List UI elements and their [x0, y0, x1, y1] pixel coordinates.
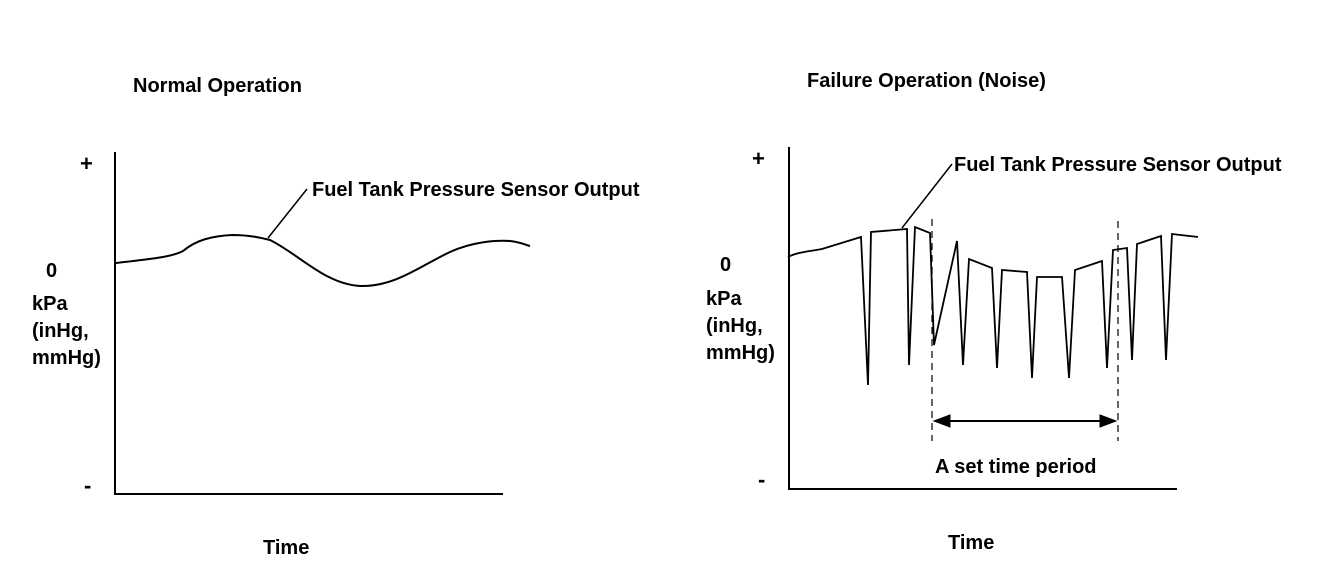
label-leader-line	[901, 163, 953, 229]
y-axis-unit-line-2: (inHg,	[706, 315, 763, 337]
y-axis-unit-line-1: kPa	[706, 288, 742, 310]
y-axis-positive-mark: +	[80, 151, 93, 176]
failure-plot	[787, 147, 1199, 490]
series-label: Fuel Tank Pressure Sensor Output	[312, 179, 640, 201]
y-axis-positive-mark: +	[752, 146, 765, 171]
chart-title: Failure Operation (Noise)	[807, 70, 1046, 92]
x-axis-label: Time	[263, 537, 310, 559]
normal-operation-panel: Normal Operation + 0 kPa (inHg, mmHg) - …	[32, 75, 640, 559]
y-axis-unit-line-1: kPa	[32, 293, 68, 315]
period-arrow-head-right	[1099, 414, 1118, 428]
y-axis-zero-label: 0	[720, 254, 732, 276]
period-arrow-head-left	[932, 414, 951, 428]
failure-operation-panel: Failure Operation (Noise) + 0 kPa (inHg,…	[672, 0, 1344, 574]
normal-plot	[114, 152, 531, 495]
y-axis-unit-line-3: mmHg)	[32, 347, 101, 369]
label-leader-line	[267, 188, 308, 239]
chart-title: Normal Operation	[133, 75, 302, 97]
y-axis-zero-label: 0	[46, 260, 58, 282]
x-axis-label: Time	[948, 532, 995, 554]
y-axis-unit-line-3: mmHg)	[706, 342, 775, 364]
series-label: Fuel Tank Pressure Sensor Output	[954, 154, 1282, 176]
y-axis-unit-line-2: (inHg,	[32, 320, 89, 342]
y-axis-negative-mark: -	[758, 467, 766, 492]
noisy-sensor-output-curve	[787, 225, 1199, 386]
set-time-period-label: A set time period	[935, 456, 1097, 478]
sensor-output-curve	[115, 233, 531, 288]
y-axis-negative-mark: -	[84, 473, 92, 498]
